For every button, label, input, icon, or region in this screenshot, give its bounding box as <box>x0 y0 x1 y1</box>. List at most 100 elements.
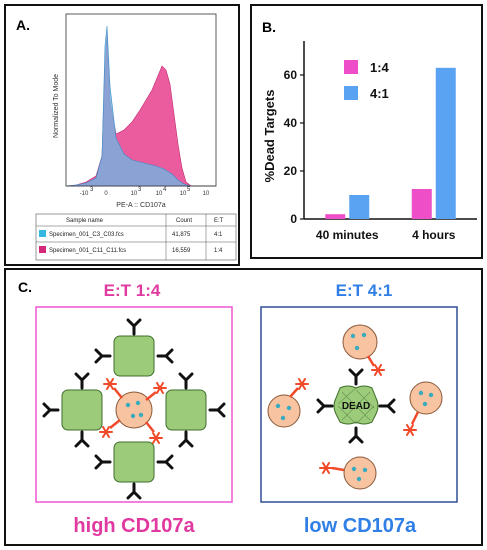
granule <box>354 345 360 351</box>
cd107a-star-icon <box>371 364 385 376</box>
x-tick-exp: 3 <box>138 187 142 193</box>
cd107a-stalk <box>410 411 420 425</box>
receptor-icon <box>348 368 364 386</box>
y-axis-label: %Dead Targets <box>262 90 277 183</box>
receptor-icon <box>94 348 112 364</box>
table-row-swatch <box>39 230 46 237</box>
cd107a-stalk <box>289 387 299 398</box>
dead-cell-hatch <box>337 387 375 425</box>
granule <box>422 401 428 407</box>
legend-swatch <box>344 60 358 74</box>
cd107a-star-icon <box>99 426 113 438</box>
left-condition-title: E:T 1:4 <box>104 281 161 300</box>
receptor-icon <box>378 398 396 414</box>
x-category-label: 40 minutes <box>316 228 379 242</box>
low-degranulation-scene: DEAD <box>267 324 443 490</box>
receptor-icon <box>156 348 174 364</box>
x-tick-label: 10 <box>131 191 138 197</box>
legend-swatch <box>344 86 358 100</box>
cd107a-star-icon <box>153 382 167 394</box>
left-condition-footer: high CD107a <box>73 515 195 537</box>
panel-a: A. Normalized To Mode -10 3 0 10 3 10 4 … <box>4 4 240 266</box>
panel-b-label: B. <box>262 19 276 35</box>
legend-label: 4:1 <box>370 86 389 101</box>
bar <box>325 214 346 219</box>
x-tick-label: 10 <box>180 191 187 197</box>
receptor-icon <box>348 426 364 444</box>
receptor-icon <box>178 430 194 448</box>
cd107a-stalk <box>109 387 157 433</box>
y-tick-label: 0 <box>290 212 297 226</box>
granule <box>350 333 356 339</box>
granule <box>362 467 368 473</box>
granule <box>361 332 367 338</box>
x-tick-label: -10 <box>80 191 89 197</box>
table-cell: 4:1 <box>214 232 223 238</box>
granule <box>125 402 131 408</box>
receptor-icon <box>316 398 334 414</box>
receptor-icon <box>126 318 142 336</box>
y-tick-label: 20 <box>284 164 298 178</box>
target-cell <box>165 389 207 431</box>
panel-a-label: A. <box>16 17 30 33</box>
granule <box>280 415 286 421</box>
granule <box>130 413 136 419</box>
panel-b: B. %Dead Targets 0 20 40 60 40 minutes 4 hour… <box>250 4 483 259</box>
nk-cell <box>409 381 443 415</box>
y-tick-label: 40 <box>284 116 298 130</box>
receptor-icon <box>94 454 112 470</box>
cd107a-stalk <box>331 466 345 472</box>
x-tick-label: 0 <box>104 191 108 197</box>
table-cell: 16,559 <box>172 248 191 254</box>
high-degranulation-scene <box>42 318 226 500</box>
x-tick-labels: -10 3 0 10 3 10 4 10 5 10 <box>80 187 210 197</box>
target-cell <box>113 441 155 483</box>
x-category-label: 4 hours <box>412 228 456 242</box>
panel-c-label: C. <box>18 279 32 295</box>
histogram-figure: A. Normalized To Mode -10 3 0 10 3 10 4 … <box>16 13 237 261</box>
right-condition-footer: low CD107a <box>304 515 417 537</box>
granule <box>351 466 357 472</box>
x-axis-label: PE-A :: CD107a <box>116 202 166 209</box>
cd107a-star-icon <box>295 378 309 390</box>
bar <box>349 195 370 219</box>
cd107a-star-icon <box>103 378 117 390</box>
nk-cell <box>115 391 153 429</box>
cd107a-star-icon <box>319 462 333 474</box>
table-cell: Specimen_001_C11_C11.fcs <box>49 248 126 254</box>
bar <box>411 189 432 219</box>
nk-cell <box>342 324 378 360</box>
y-axis-label: Normalized To Mode <box>53 74 60 138</box>
table-header: E:T <box>214 218 224 224</box>
receptor-icon <box>74 430 90 448</box>
granule <box>275 403 281 409</box>
table-row-swatch <box>39 246 46 253</box>
legend-label: 1:4 <box>370 60 390 75</box>
histogram-low-cd107a <box>65 25 192 187</box>
receptor-icon <box>126 482 142 500</box>
table-cell: 1:4 <box>214 248 223 254</box>
receptor-icon <box>42 402 60 418</box>
nk-cell <box>267 394 301 428</box>
x-tick-exp: 4 <box>163 187 167 193</box>
x-tick-exp: 3 <box>90 187 94 193</box>
granule <box>135 400 141 406</box>
right-condition-box <box>260 306 458 503</box>
bar <box>435 67 456 219</box>
x-tick-exp: 5 <box>187 187 191 193</box>
granule <box>138 412 144 418</box>
mechanism-diagram: C. E:T 1:4 high CD107a <box>18 279 458 537</box>
table-header: Sample name <box>66 218 104 224</box>
sample-table: Sample name Count E:T Specimen_001_C3_C0… <box>35 213 237 261</box>
target-cell <box>61 389 103 431</box>
granule <box>286 405 292 411</box>
y-tick-label: 60 <box>284 68 298 82</box>
cd107a-star-icon <box>403 424 417 436</box>
right-condition-title: E:T 4:1 <box>336 281 393 300</box>
receptor-icon <box>74 372 90 390</box>
receptor-icon <box>178 372 194 390</box>
table-header: Count <box>176 218 192 224</box>
dead-target-cell <box>333 385 379 425</box>
granule <box>428 392 434 398</box>
table-cell: 41,875 <box>172 232 191 238</box>
